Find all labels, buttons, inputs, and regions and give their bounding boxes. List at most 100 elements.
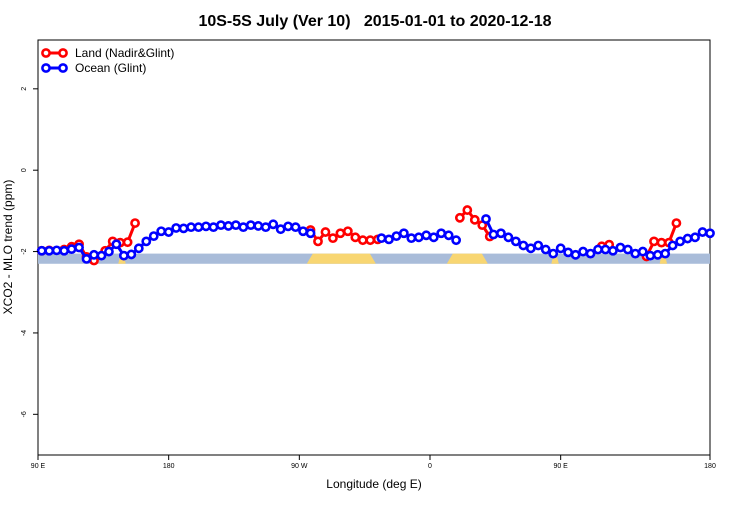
data-point	[208, 222, 219, 233]
data-point	[133, 243, 144, 254]
data-point	[193, 222, 204, 233]
y-axis-label: XCO2 - MLO trend (ppm)	[1, 180, 15, 315]
data-point	[104, 246, 114, 257]
data-point	[660, 248, 671, 259]
data-point	[645, 250, 656, 261]
data-point	[230, 220, 241, 231]
x-tick-label: 90 E	[31, 463, 46, 470]
data-point	[44, 245, 55, 256]
data-point	[622, 244, 633, 255]
data-point	[74, 242, 84, 253]
data-point	[89, 249, 99, 260]
data-point	[384, 234, 394, 245]
x-axis-label: Longitude (deg E)	[326, 477, 421, 491]
data-point	[443, 230, 454, 241]
data-point	[260, 222, 271, 233]
data-point	[365, 235, 376, 246]
data-point	[496, 228, 506, 239]
data-point	[585, 248, 596, 259]
data-point	[462, 205, 473, 215]
data-point	[398, 228, 409, 239]
data-point	[156, 226, 167, 237]
data-point	[342, 226, 353, 237]
data-point	[608, 245, 618, 256]
data-point	[600, 244, 611, 255]
y-tick-label: -4	[21, 330, 28, 336]
legend-label-ocean: Ocean (Glint)	[75, 61, 146, 75]
data-point	[238, 222, 249, 233]
data-point	[391, 231, 402, 242]
ocean-bar	[38, 253, 710, 264]
data-point	[563, 247, 574, 258]
data-point	[697, 227, 708, 237]
data-point	[126, 249, 137, 260]
plot-frame	[37, 39, 711, 456]
chart-title: 10S-5S July (Ver 10) 2015-01-01 to 2020-…	[198, 13, 551, 30]
surface-type-bar	[38, 253, 710, 264]
data-point	[357, 235, 368, 246]
data-point	[510, 236, 521, 247]
data-point	[141, 236, 152, 247]
data-point	[66, 244, 77, 255]
data-point	[216, 220, 226, 231]
data-point	[406, 233, 417, 244]
data-point	[376, 233, 387, 244]
data-point	[305, 228, 316, 239]
data-point	[690, 232, 700, 243]
data-point	[593, 244, 603, 255]
data-point	[350, 232, 361, 243]
data-point	[122, 237, 133, 248]
axis-layer: 90 E 180 90 W 0 90 E 180 2 0 -2 -4 -6	[21, 87, 716, 470]
data-point	[705, 228, 715, 239]
data-point	[656, 237, 667, 248]
x-tick-label: 0	[428, 463, 432, 470]
data-point	[163, 227, 174, 237]
y-tick-label: -2	[21, 248, 28, 254]
data-point	[275, 224, 286, 235]
data-point	[682, 233, 693, 244]
data-point	[533, 240, 544, 251]
data-point	[298, 226, 308, 237]
data-point	[630, 248, 641, 259]
data-point	[525, 243, 536, 254]
data-point	[171, 223, 182, 233]
legend: Land (Nadir&Glint)Ocean (Glint)	[41, 46, 174, 75]
data-point	[649, 236, 659, 247]
data-point	[503, 232, 514, 243]
land-bar-segment	[551, 253, 559, 264]
data-point	[421, 230, 432, 241]
data-point	[51, 245, 62, 256]
data-point	[36, 245, 47, 256]
data-point	[667, 240, 678, 251]
land-bar-segment	[446, 253, 488, 264]
y-tick-label: 0	[21, 168, 28, 172]
data-point	[320, 227, 331, 237]
data-point	[118, 250, 129, 261]
data-point	[451, 235, 462, 246]
legend-marker-land	[58, 48, 68, 58]
data-point	[428, 232, 439, 243]
ocean-series	[36, 214, 715, 264]
x-tick-label: 180	[163, 463, 175, 470]
data-point	[186, 222, 196, 233]
data-point	[201, 221, 211, 232]
data-point	[328, 233, 338, 244]
x-tick-label: 180	[704, 463, 716, 470]
data-point	[488, 229, 499, 240]
data-point	[130, 218, 140, 228]
data-point	[313, 236, 323, 247]
legend-marker-ocean	[58, 63, 68, 73]
x-tick-label: 90 E	[553, 463, 568, 470]
data-point	[548, 248, 559, 259]
data-point	[570, 249, 581, 260]
data-point	[81, 253, 92, 264]
data-point	[518, 240, 529, 251]
data-point	[59, 245, 70, 256]
data-point	[671, 218, 682, 228]
data-point	[469, 214, 480, 225]
x-tick-label: 90 W	[291, 463, 308, 470]
data-point	[268, 219, 279, 230]
data-point	[675, 236, 686, 247]
legend-marker-land	[41, 48, 51, 58]
